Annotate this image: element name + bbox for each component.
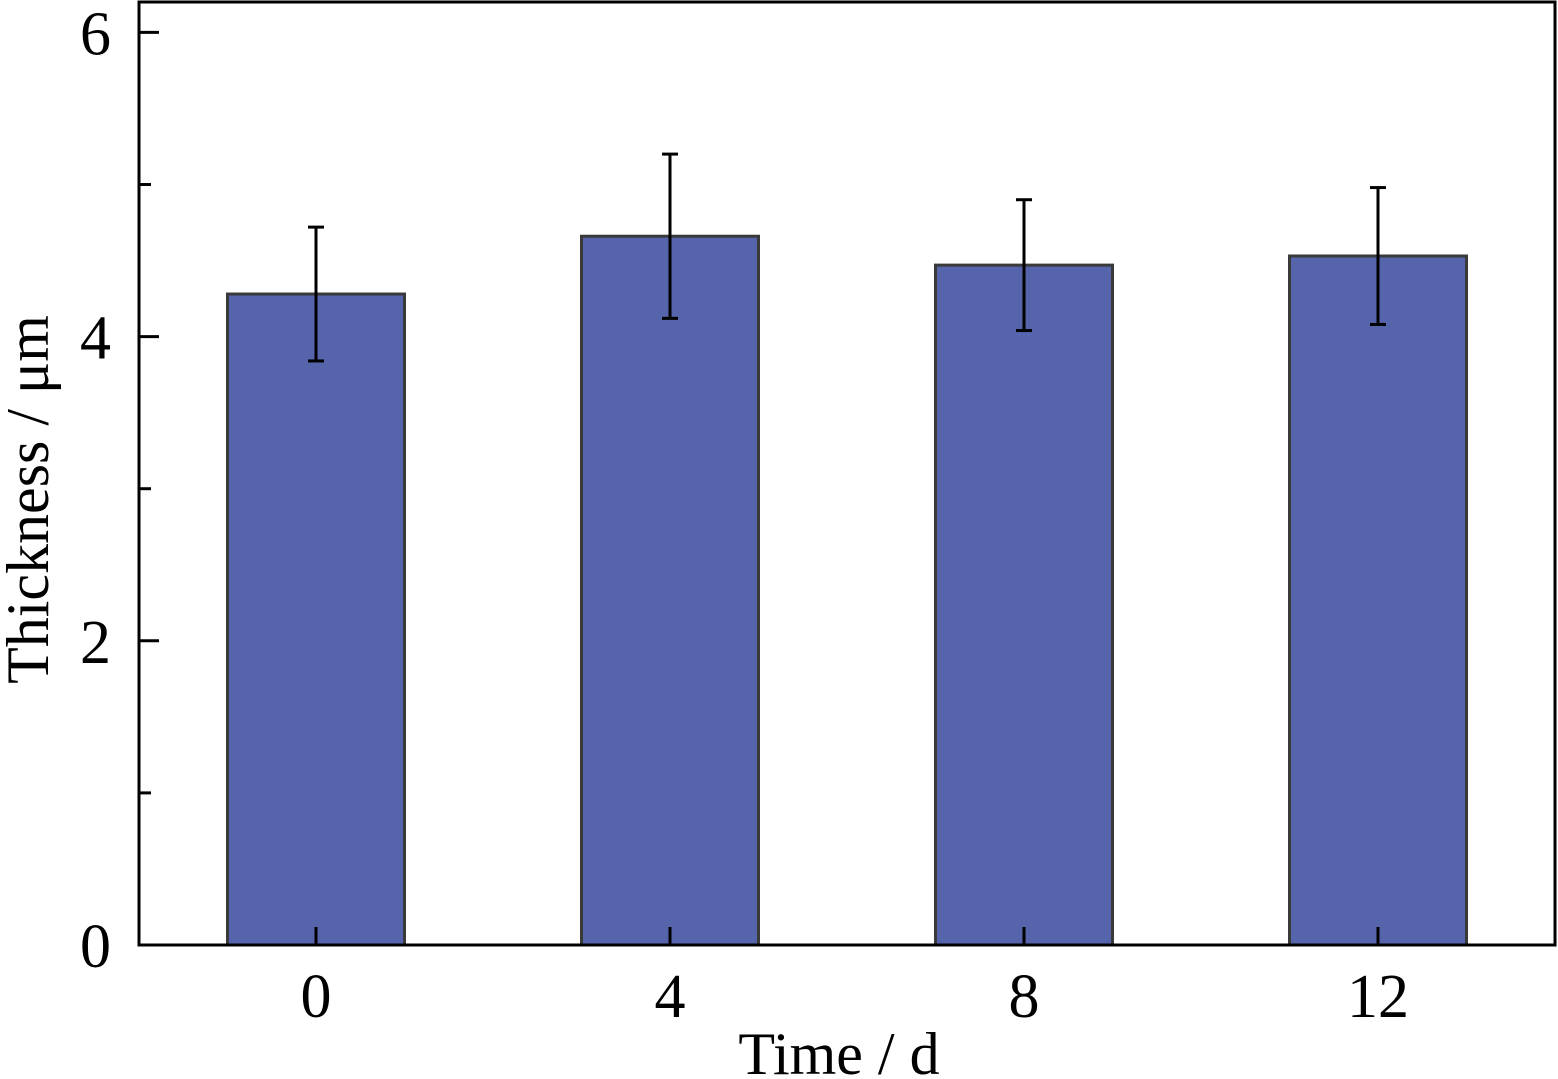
y-tick-label: 2 [80, 609, 111, 677]
y-axis-ticks: 0 2 4 6 [80, 0, 159, 981]
error-bar-12 [1370, 186, 1386, 326]
bars-layer [226, 234, 1468, 947]
bar-0 [226, 292, 406, 947]
error-bar-8 [1016, 198, 1032, 333]
x-axis-title: Time / d [738, 1021, 939, 1079]
bar-12 [1288, 254, 1468, 947]
y-axis-title: Thickness / μm [0, 315, 61, 684]
bar-4 [580, 234, 760, 947]
x-tick-label: 4 [655, 963, 686, 1031]
error-bar-4 [662, 152, 678, 320]
x-tick-label: 0 [301, 963, 332, 1031]
x-axis-ticks: 0 4 8 12 [301, 927, 1409, 1031]
error-bar-0 [308, 225, 324, 363]
x-tick-label: 12 [1347, 963, 1409, 1031]
error-bars-layer [308, 152, 1386, 363]
x-tick-label: 8 [1009, 963, 1040, 1031]
y-tick-label: 6 [80, 0, 111, 68]
plot-frame [137, 0, 1557, 947]
y-tick-label: 0 [80, 913, 111, 981]
bar-8 [934, 263, 1114, 947]
y-tick-label: 4 [80, 305, 111, 373]
